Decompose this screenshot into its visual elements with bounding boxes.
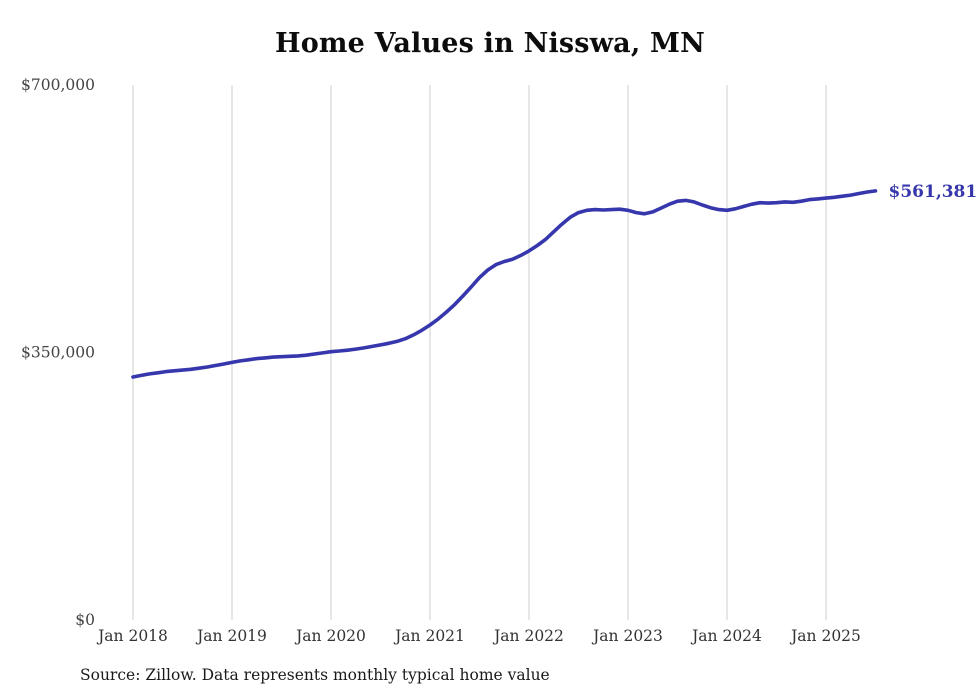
x-axis-tick-label: Jan 2024 [690,627,762,645]
source-note: Source: Zillow. Data represents monthly … [80,666,550,684]
y-axis-tick-label: $700,000 [21,76,95,94]
chart-title: Home Values in Nisswa, MN [274,28,706,59]
x-axis-tick-label: Jan 2018 [96,627,168,645]
x-axis-tick-label: Jan 2019 [195,627,267,645]
y-axis-tick-label: $0 [75,611,95,629]
x-axis-tick-label: Jan 2025 [789,627,861,645]
y-axis-tick-label: $350,000 [21,344,95,362]
current-value-label: $561,381 [889,182,978,202]
x-axis-tick-label: Jan 2023 [591,627,663,645]
x-axis-tick-label: Jan 2022 [492,627,564,645]
home-value-line [131,189,878,379]
x-axis-tick-label: Jan 2021 [393,627,465,645]
x-axis-tick-label: Jan 2020 [294,627,366,645]
